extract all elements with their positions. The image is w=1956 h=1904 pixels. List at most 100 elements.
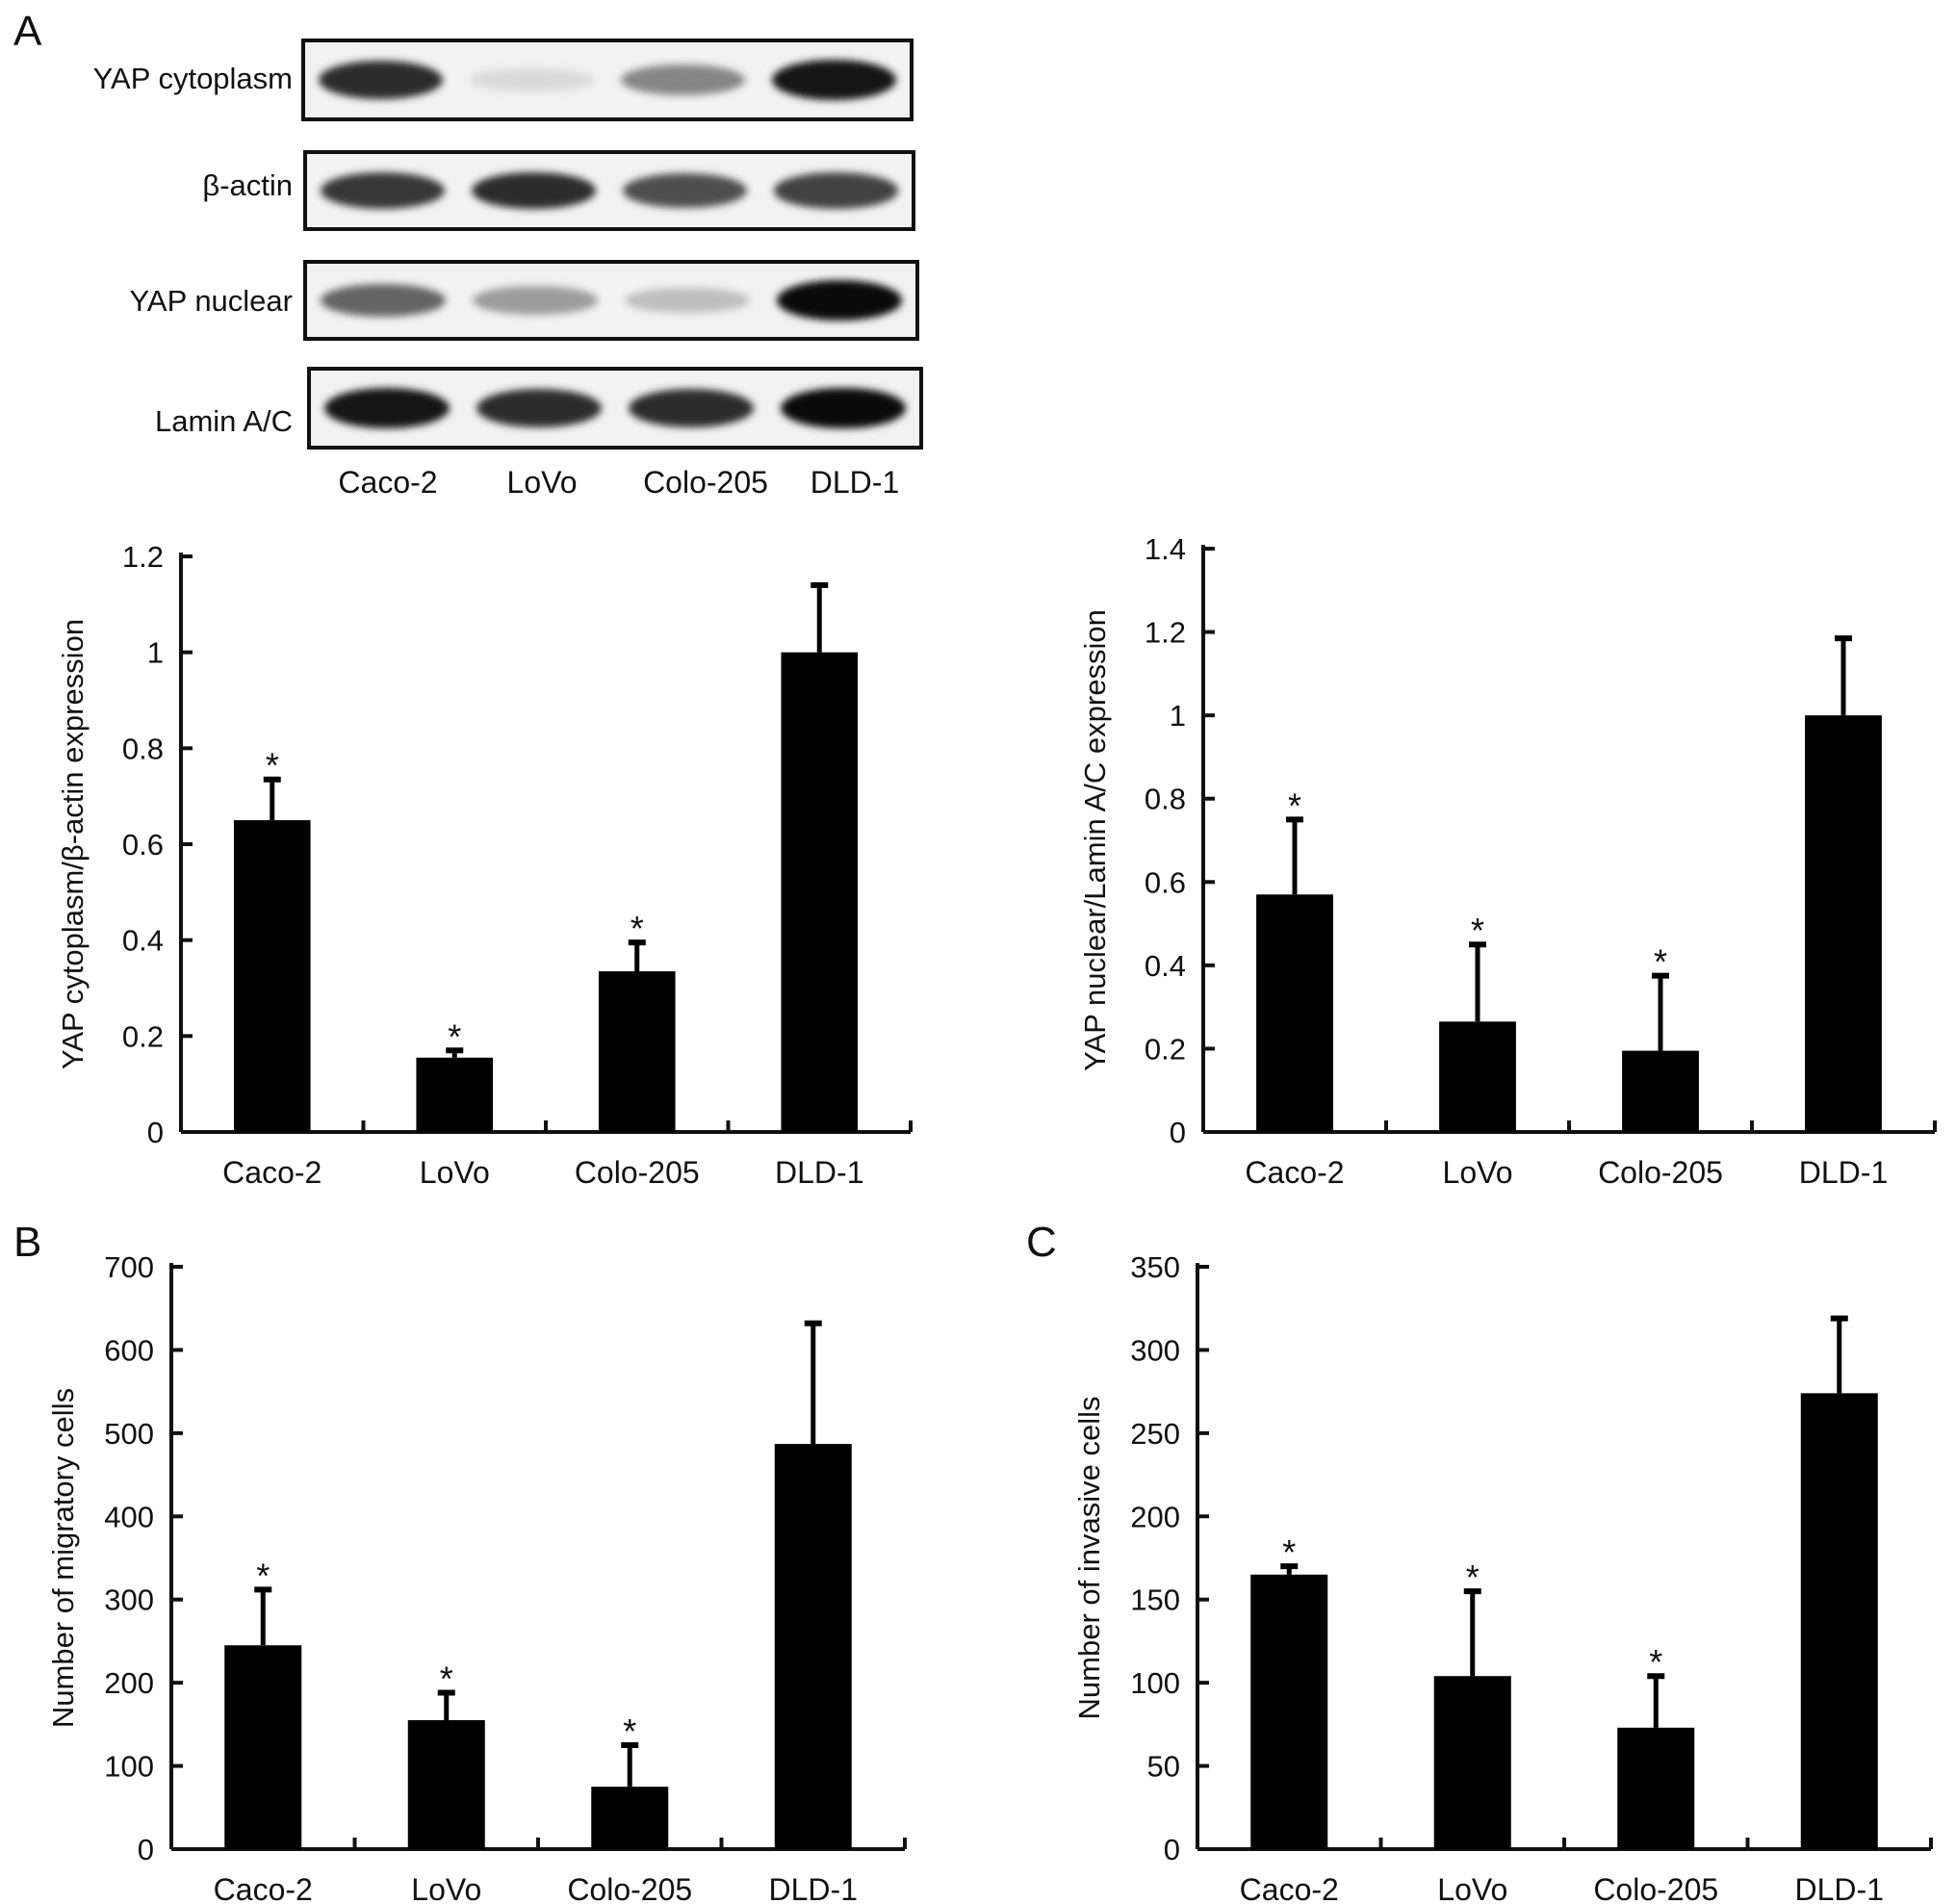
y-tick-label: 0.2 (1145, 1032, 1186, 1066)
y-tick-label: 0 (1170, 1116, 1186, 1149)
y-tick-label: 0 (1164, 1833, 1180, 1866)
blot-row-label-lamin-ac: Lamin A/C (154, 404, 293, 438)
y-tick-label: 1.2 (122, 540, 164, 574)
x-tick-label: Caco-2 (214, 1872, 313, 1904)
y-tick-label: 0.8 (1145, 783, 1186, 816)
y-tick-label: 1.4 (1145, 532, 1186, 566)
bar (1256, 894, 1333, 1132)
blot-band (629, 389, 754, 427)
bar (1800, 1393, 1878, 1849)
bar (224, 1645, 302, 1849)
chart-yap-nuclear: 0 0.2 0.4 0.6 0.8 1 1.2 1.4 * Caco-2 * LoVo * Colo-20… (1078, 532, 1937, 1190)
y-axis-title: Number of migratory cells (46, 1388, 80, 1728)
y-tick-label: 200 (104, 1666, 154, 1700)
significance-marker: * (256, 1556, 270, 1595)
y-axis-title: YAP nuclear/Lamin A/C expression (1078, 609, 1112, 1071)
blot-strip-beta-actin (303, 150, 915, 231)
blot-band (473, 286, 598, 315)
bar (1250, 1574, 1328, 1849)
significance-marker: * (266, 746, 279, 785)
significance-marker: * (1471, 911, 1484, 950)
significance-marker: * (1282, 1532, 1296, 1572)
x-tick-label: LoVo (420, 1155, 490, 1190)
x-tick-label: DLD-1 (769, 1872, 858, 1904)
bar (1805, 715, 1882, 1132)
y-tick-label: 250 (1130, 1417, 1180, 1451)
y-tick-label: 0.4 (1145, 949, 1186, 983)
bar (781, 652, 859, 1132)
y-tick-label: 200 (1130, 1500, 1180, 1533)
blot-band (321, 283, 446, 318)
blot-band (772, 60, 896, 100)
blot-band (324, 388, 450, 428)
blot-lane-label: Colo-205 (643, 465, 768, 500)
blot-band (476, 389, 602, 427)
bar (591, 1787, 669, 1849)
bar (1617, 1727, 1695, 1849)
blot-lane-label: DLD-1 (810, 465, 900, 500)
y-tick-label: 150 (1130, 1583, 1180, 1617)
bar (774, 1444, 852, 1849)
y-tick-label: 500 (104, 1417, 154, 1451)
x-tick-label: Colo-205 (575, 1155, 700, 1190)
blot-band (321, 172, 445, 209)
bar (416, 1057, 494, 1132)
blot-band (625, 287, 750, 314)
x-tick-label: DLD-1 (1799, 1155, 1888, 1190)
blot-row-label-beta-actin: β-actin (202, 168, 293, 202)
chart-migratory-cells: 0 100 200 300 400 500 600 700 * Caco-2 * LoVo * Colo-… (46, 1250, 907, 1904)
y-tick-label: 0.2 (122, 1019, 164, 1053)
y-tick-label: 300 (104, 1583, 154, 1617)
significance-marker: * (440, 1660, 453, 1699)
blot-row-label-yap-cytoplasm: YAP cytoplasm (92, 62, 293, 95)
blot-band (774, 172, 898, 209)
blot-strip-lamin-ac (307, 367, 923, 450)
y-tick-label: 50 (1147, 1750, 1180, 1784)
blot-lane-label: LoVo (506, 465, 578, 500)
x-tick-label: Caco-2 (222, 1155, 322, 1190)
x-tick-label: Colo-205 (567, 1872, 692, 1904)
y-tick-label: 1 (147, 636, 164, 670)
x-tick-label: Colo-205 (1593, 1872, 1718, 1904)
x-tick-label: LoVo (411, 1872, 481, 1904)
blot-band (472, 171, 596, 210)
significance-marker: * (1466, 1557, 1480, 1597)
blot-band (777, 280, 902, 321)
bar (407, 1720, 485, 1849)
bar (1622, 1050, 1699, 1132)
y-tick-label: 400 (104, 1500, 154, 1533)
x-tick-label: LoVo (1443, 1155, 1513, 1190)
blot-band (319, 61, 443, 99)
significance-marker: * (1288, 785, 1301, 825)
y-tick-label: 600 (104, 1333, 154, 1367)
significance-marker: * (1654, 942, 1667, 982)
x-tick-label: Caco-2 (1245, 1155, 1344, 1190)
y-tick-label: 100 (104, 1750, 154, 1784)
blot-strip-yap-cytoplasm (301, 39, 914, 121)
bar (1439, 1021, 1516, 1132)
y-tick-label: 0.6 (1145, 865, 1186, 899)
y-tick-label: 350 (1130, 1250, 1180, 1284)
y-tick-label: 100 (1130, 1666, 1180, 1700)
panel-label-b: B (13, 1219, 42, 1266)
y-axis-title: Number of invasive cells (1072, 1397, 1106, 1720)
y-tick-label: 1 (1170, 699, 1186, 733)
significance-marker: * (623, 1711, 636, 1751)
y-tick-label: 1.2 (1145, 616, 1186, 650)
bar (233, 820, 311, 1132)
y-tick-label: 0.8 (122, 732, 164, 765)
y-tick-label: 0 (138, 1833, 154, 1866)
blot-row-label-yap-nuclear: YAP nuclear (129, 284, 293, 318)
x-tick-label: DLD-1 (1795, 1872, 1884, 1904)
blot-band (470, 67, 594, 92)
significance-marker: * (1649, 1642, 1662, 1682)
bar (1433, 1676, 1511, 1849)
blot-lane-label: Caco-2 (338, 465, 438, 500)
blot-strip-yap-nuclear (303, 260, 919, 341)
y-tick-label: 300 (1130, 1333, 1180, 1367)
panel-label-a: A (13, 8, 42, 55)
x-tick-label: Caco-2 (1240, 1872, 1339, 1904)
chart-invasive-cells: 0 50 100 150 200 250 300 350 * Caco-2 * LoVo * Colo-2… (1072, 1250, 1933, 1904)
blot-band (623, 172, 747, 209)
x-tick-label: DLD-1 (775, 1155, 863, 1190)
